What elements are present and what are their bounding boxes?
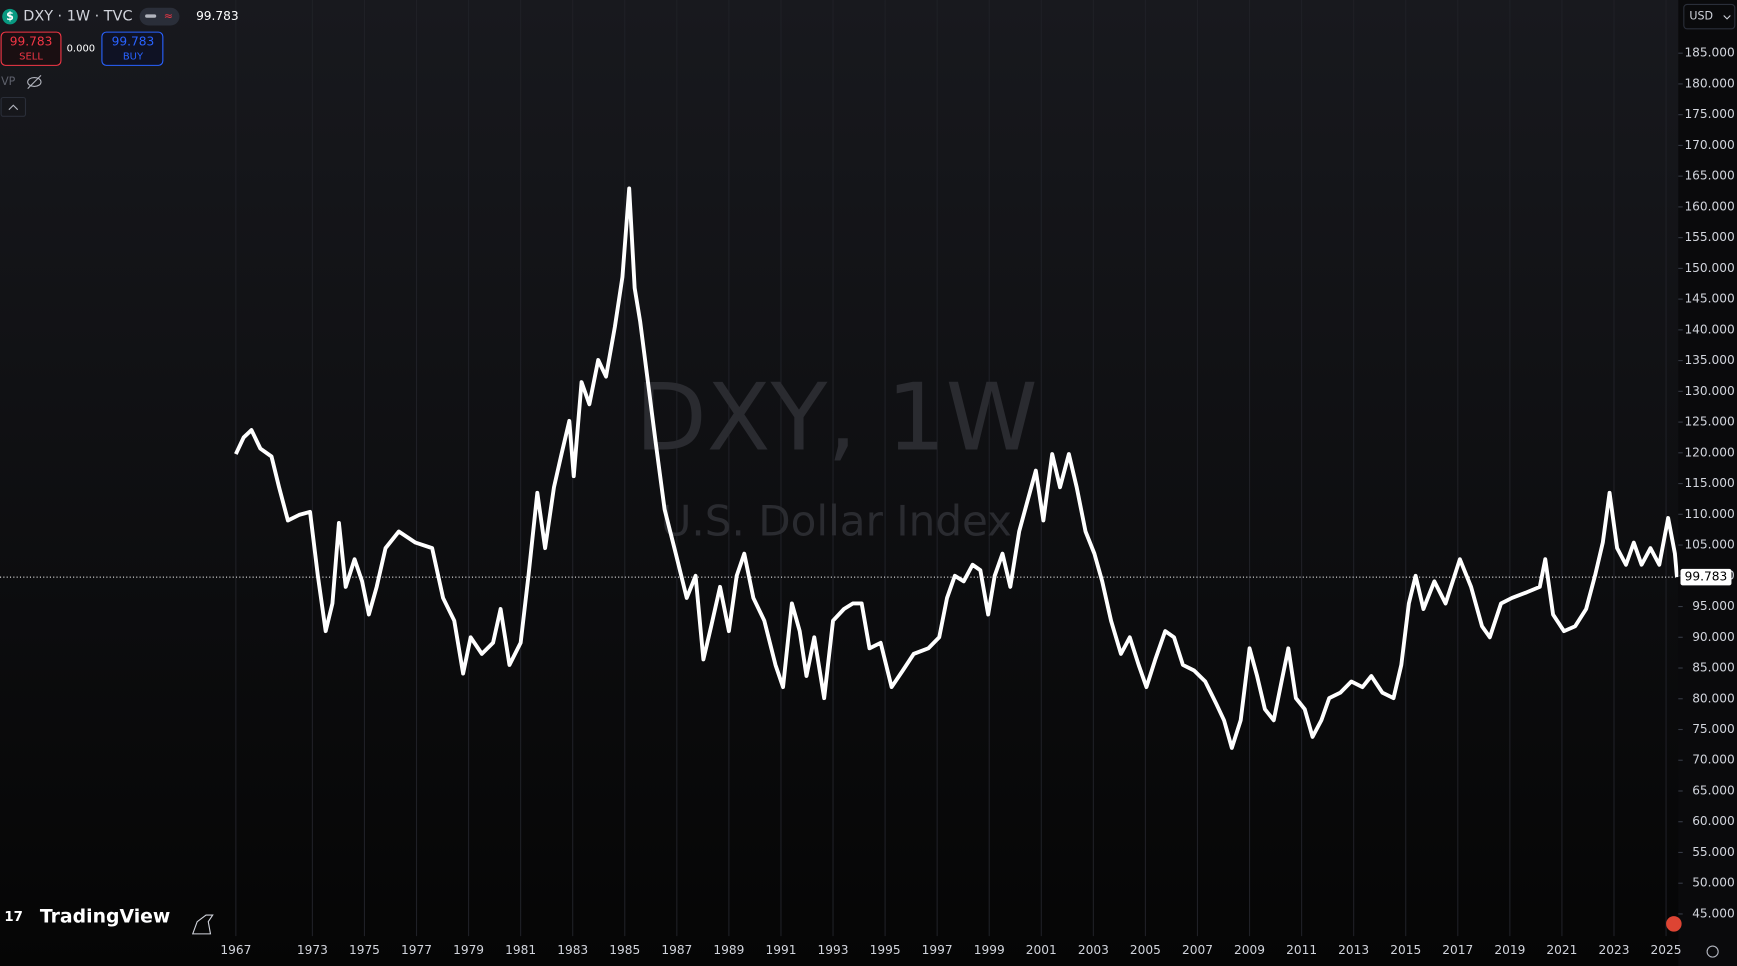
y-tick-label: 175.000 <box>1684 107 1734 121</box>
spread: 0.000 <box>67 44 96 55</box>
x-tick-label: 1975 <box>349 943 380 957</box>
y-tick-label: 95.000 <box>1692 599 1735 613</box>
x-tick-label: 1977 <box>401 943 432 957</box>
buy-price: 99.783 <box>112 35 155 49</box>
header-price: 99.783 <box>196 9 239 23</box>
symbol-icon-glyph: $ <box>6 10 14 23</box>
y-tick-label: 140.000 <box>1684 322 1734 336</box>
y-tick-label: 185.000 <box>1684 46 1734 60</box>
y-tick-label: 85.000 <box>1692 661 1735 675</box>
watermark-subtitle: U.S. Dollar Index <box>661 496 1012 545</box>
x-tick-label: 1981 <box>505 943 536 957</box>
plot <box>0 186 1679 750</box>
y-tick-label: 165.000 <box>1684 169 1734 183</box>
y-tick-label: 45.000 <box>1692 906 1735 920</box>
x-tick-label: 2007 <box>1182 943 1213 957</box>
symbol-icon <box>2 8 18 25</box>
currency: USD <box>1689 10 1713 23</box>
price-axis <box>1678 0 1737 966</box>
sell-price: 99.783 <box>10 35 53 49</box>
y-tick-label: 130.000 <box>1684 384 1734 398</box>
x-tick-label: 2009 <box>1234 943 1265 957</box>
x-tick-label: 2025 <box>1651 943 1682 957</box>
collapse-button[interactable] <box>0 96 27 117</box>
x-tick-label: 1991 <box>765 943 796 957</box>
collapse-icon <box>8 104 19 111</box>
x-tick-label: 1999 <box>974 943 1005 957</box>
status-icon: ≈ <box>164 10 173 23</box>
y-tick-label: 105.000 <box>1684 538 1734 552</box>
y-tick-label: 55.000 <box>1692 845 1735 859</box>
last-price-label: 99.783 <box>1685 570 1728 584</box>
x-tick-label: 2017 <box>1442 943 1473 957</box>
x-tick-label: 1983 <box>557 943 588 957</box>
x-tick-label: 1993 <box>818 943 849 957</box>
y-tick-label: 80.000 <box>1692 691 1735 705</box>
sell-label: SELL <box>19 52 43 63</box>
y-tick-label: 125.000 <box>1684 415 1734 429</box>
y-tick-label: 135.000 <box>1684 353 1734 367</box>
x-tick-label: 1967 <box>220 943 251 957</box>
x-tick-label: 2023 <box>1598 943 1629 957</box>
currency-caret <box>1723 15 1731 20</box>
visibility-icon[interactable] <box>27 76 42 87</box>
x-tick-label: 1997 <box>922 943 953 957</box>
x-tick-label: 2015 <box>1390 943 1421 957</box>
x-tick-label: 1995 <box>870 943 901 957</box>
x-tick-label: 1973 <box>297 943 328 957</box>
y-tick-label: 155.000 <box>1684 230 1734 244</box>
price-line-series <box>234 186 1679 750</box>
buy-button[interactable] <box>101 31 164 66</box>
y-tick-label: 50.000 <box>1692 876 1735 890</box>
y-tick-label: 120.000 <box>1684 445 1734 459</box>
x-tick-label: 1989 <box>713 943 744 957</box>
grid <box>235 0 1667 937</box>
indicator[interactable]: VP <box>1 75 16 88</box>
x-tick-label: 2019 <box>1494 943 1525 957</box>
last-price-tag <box>1680 568 1732 586</box>
y-tick-label: 170.000 <box>1684 138 1734 152</box>
y-tick-label: 75.000 <box>1692 722 1735 736</box>
buy-label: BUY <box>123 52 144 63</box>
y-tick-label: 90.000 <box>1692 630 1735 644</box>
x-tick-label: 2005 <box>1130 943 1161 957</box>
x-tick-label: 1987 <box>661 943 692 957</box>
y-tick-label: 110.000 <box>1684 507 1734 521</box>
currency-button[interactable] <box>1683 3 1736 30</box>
flag-icon <box>1666 916 1682 932</box>
y-tick-label: 150.000 <box>1684 261 1734 275</box>
axis: 1967 1973 1975 1977 1979 1981 1983 1985 1987 1989… <box>220 46 1734 957</box>
y-tick-label: 115.000 <box>1684 476 1734 490</box>
visibility-strike <box>27 74 42 90</box>
brand-logo: 17 <box>4 910 22 925</box>
brand: TradingView <box>40 907 170 928</box>
x-tick-label: 2001 <box>1026 943 1057 957</box>
x-tick-label: 2021 <box>1546 943 1577 957</box>
settings-icon[interactable] <box>1706 945 1719 958</box>
y-tick-label: 180.000 <box>1684 76 1734 90</box>
x-tick-label: 2003 <box>1078 943 1109 957</box>
x-tick-label: 2011 <box>1286 943 1317 957</box>
symbol[interactable]: DXY · 1W · TVC <box>23 9 132 25</box>
x-tick-label: 1985 <box>609 943 640 957</box>
y-tick-label: 145.000 <box>1684 292 1734 306</box>
x-tick-label: 1979 <box>453 943 484 957</box>
status-pill <box>139 7 180 26</box>
sell-button[interactable] <box>0 31 62 66</box>
y-tick-label: 160.000 <box>1684 199 1734 213</box>
y-tick-label: 60.000 <box>1692 814 1735 828</box>
watermark-title: DXY, 1W <box>635 364 1038 472</box>
y-tick-label: 65.000 <box>1692 783 1735 797</box>
x-tick-label: 2013 <box>1338 943 1369 957</box>
replay-icon[interactable] <box>191 914 214 935</box>
y-tick-label: 70.000 <box>1692 753 1735 767</box>
status-dot <box>145 14 157 18</box>
